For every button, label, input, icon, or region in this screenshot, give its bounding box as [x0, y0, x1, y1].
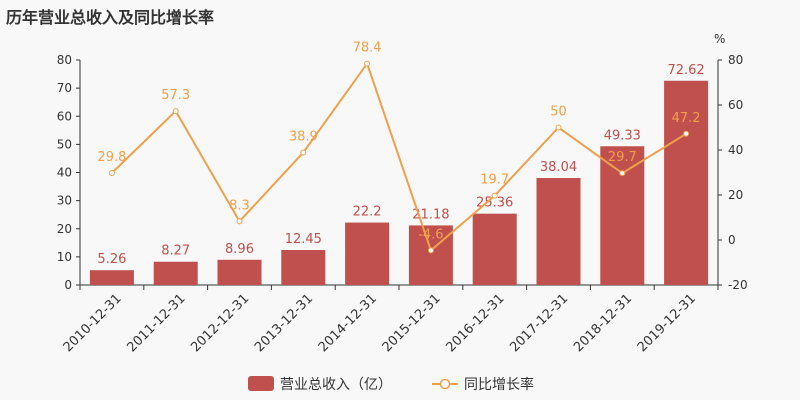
revenue-bar-label: 8.27 — [161, 244, 190, 259]
legend-line-label: 同比增长率 — [464, 376, 534, 393]
x-tick-label: 2011-12-31 — [124, 291, 188, 355]
legend-line-marker — [439, 378, 451, 390]
revenue-bar — [600, 146, 645, 285]
growth-rate-point — [236, 218, 243, 225]
x-tick-label: 2013-12-31 — [252, 291, 316, 355]
x-tick-label: 2015-12-31 — [380, 291, 444, 355]
revenue-bar-label: 12.45 — [285, 232, 322, 247]
revenue-bar-label: 38.04 — [540, 160, 577, 175]
y-right-tick-label: 0 — [728, 233, 736, 247]
x-tick-label: 2017-12-31 — [507, 291, 571, 355]
revenue-bar-label: 25.36 — [476, 196, 513, 211]
growth-rate-label: 47.2 — [672, 111, 701, 126]
growth-rate-label: 78.4 — [353, 41, 382, 56]
y-right-tick-label: 40 — [728, 143, 743, 157]
growth-rate-point — [108, 169, 115, 176]
x-tick-label: 2012-12-31 — [188, 291, 252, 355]
revenue-bar — [217, 259, 262, 285]
growth-rate-point — [300, 149, 307, 156]
growth-rate-label: -4.6 — [418, 227, 443, 242]
growth-rate-point — [491, 192, 498, 199]
growth-rate-point — [364, 60, 371, 67]
growth-rate-label: 57.3 — [161, 88, 190, 103]
legend-bar-swatch — [248, 376, 274, 391]
growth-rate-point — [172, 108, 179, 115]
y-right-tick-label: 20 — [728, 188, 743, 202]
revenue-bar-label: 21.18 — [412, 207, 449, 222]
revenue-bar — [536, 178, 581, 285]
y-left-tick-label: 50 — [57, 137, 72, 151]
y-left-tick-label: 10 — [57, 250, 72, 264]
revenue-bar — [408, 225, 453, 285]
growth-rate-label: 8.3 — [229, 198, 250, 213]
revenue-bar-label: 22.2 — [353, 205, 382, 220]
growth-rate-point — [427, 247, 434, 254]
chart-title: 历年营业总收入及同比增长率 — [6, 8, 215, 27]
y-left-tick-label: 40 — [57, 166, 72, 180]
growth-rate-label: 38.9 — [289, 129, 318, 144]
y-right-tick-label: 60 — [728, 98, 743, 112]
y-right-tick-label: -20 — [728, 278, 748, 292]
y-left-tick-label: 80 — [57, 53, 72, 67]
y-left-tick-label: 60 — [57, 109, 72, 123]
legend-bar-label: 营业总收入（亿） — [280, 377, 392, 393]
revenue-bar — [281, 249, 326, 285]
growth-rate-label: 29.8 — [97, 150, 126, 165]
revenue-bar — [153, 261, 198, 285]
revenue-bar — [472, 213, 517, 285]
y-left-tick-label: 70 — [57, 81, 72, 95]
growth-rate-label: 50 — [550, 105, 567, 120]
growth-rate-point — [619, 170, 626, 177]
revenue-bar — [664, 80, 709, 285]
growth-rate-label: 29.7 — [608, 150, 637, 165]
revenue-bar-label: 8.96 — [225, 242, 254, 257]
revenue-bar — [345, 222, 390, 285]
growth-rate-point — [555, 124, 562, 131]
revenue-bar — [89, 270, 134, 285]
y-right-unit: % — [714, 32, 725, 46]
revenue-bar-label: 49.33 — [604, 128, 641, 143]
x-tick-label: 2019-12-31 — [635, 291, 699, 355]
x-tick-label: 2010-12-31 — [61, 291, 125, 355]
revenue-bar-label: 72.62 — [667, 63, 704, 78]
y-left-tick-label: 30 — [57, 194, 72, 208]
growth-rate-label: 19.7 — [480, 173, 509, 188]
growth-rate-point — [683, 130, 690, 137]
y-right-tick-label: 80 — [728, 53, 743, 67]
revenue-bar-label: 5.26 — [97, 252, 126, 267]
y-left-tick-label: 0 — [64, 278, 72, 292]
x-tick-label: 2016-12-31 — [443, 291, 507, 355]
y-left-tick-label: 20 — [57, 222, 72, 236]
x-tick-label: 2014-12-31 — [316, 291, 380, 355]
x-tick-label: 2018-12-31 — [571, 291, 635, 355]
growth-rate-line — [111, 61, 687, 253]
